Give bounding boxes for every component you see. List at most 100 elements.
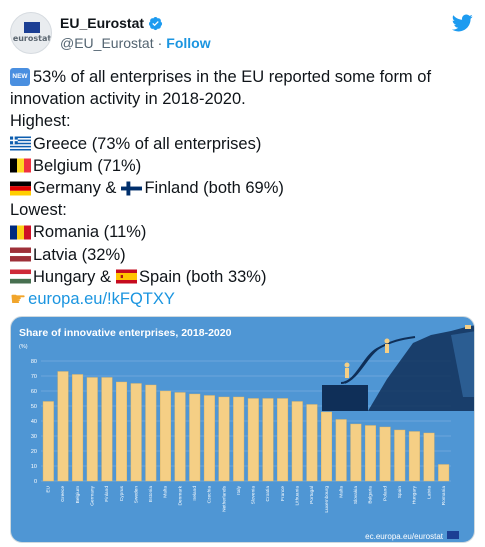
finland-text: Finland (both 69%)	[144, 178, 284, 197]
bar-spain	[394, 429, 406, 482]
follow-button[interactable]: Follow	[166, 35, 211, 51]
verified-badge-icon	[148, 16, 163, 30]
chart-ylabel: (%)	[19, 344, 28, 350]
chart-title: Share of innovative enterprises, 2018-20…	[19, 327, 232, 339]
x-tick-label: Netherlands	[221, 485, 227, 511]
bar-portugal	[306, 404, 318, 482]
x-tick-label: EU	[46, 485, 52, 492]
germany-flag-icon	[10, 181, 31, 196]
eu-flag-logo-icon	[447, 531, 459, 539]
bar-estonia	[145, 384, 157, 482]
romania-text: Romania (11%)	[33, 223, 147, 242]
bar-germany	[86, 377, 98, 482]
climber-illustration	[322, 325, 474, 411]
bar-hungary	[408, 431, 420, 482]
lowest-label: Lowest:	[10, 199, 480, 221]
y-tick-label: 80	[31, 359, 37, 365]
x-tick-label: Sweden	[133, 486, 139, 504]
bar-slovakia	[350, 423, 362, 482]
bar-romania	[438, 464, 450, 482]
greece-text: Greece (73% of all enterprises)	[33, 134, 262, 153]
bar-poland	[379, 426, 391, 482]
latvia-flag-icon	[10, 247, 31, 262]
avatar[interactable]: eurostat	[10, 12, 52, 54]
bar-ireland	[189, 393, 201, 482]
y-tick-label: 30	[31, 434, 37, 440]
germany-text: Germany &	[33, 178, 117, 197]
bar-france	[277, 398, 289, 482]
bar-italy	[233, 396, 245, 482]
x-tick-label: Bulgaria	[368, 486, 374, 504]
bar-bulgaria	[364, 425, 376, 482]
spain-text: Spain (both 33%)	[138, 267, 267, 286]
tweet-header: eurostat EU_Eurostat @EU_Eurostat · Foll…	[0, 0, 485, 62]
innovation-bar-chart: Share of innovative enterprises, 2018-20…	[19, 325, 474, 541]
tweet-line-2: innovation activity in 2018-2020.	[10, 88, 480, 110]
link-line: ☛ europa.eu/!kFQTXY	[10, 288, 480, 310]
bar-malta	[335, 419, 347, 482]
greece-flag-icon	[10, 136, 31, 151]
y-tick-label: 70	[31, 374, 37, 380]
bar-netherlands	[218, 396, 230, 482]
bar-eu	[42, 401, 54, 482]
spain-flag-icon	[115, 269, 137, 284]
tweet-line-1: NEW 53% of all enterprises in the EU rep…	[10, 66, 480, 88]
x-tick-label: Romania	[441, 486, 447, 506]
chart-source: ec.europa.eu/eurostat	[365, 532, 444, 541]
romania-flag-icon	[10, 225, 31, 240]
x-tick-label: Finland	[104, 486, 110, 502]
bar-belgium	[72, 374, 84, 482]
display-name[interactable]: EU_Eurostat	[60, 15, 145, 31]
handle[interactable]: @EU_Eurostat	[60, 35, 154, 51]
x-tick-label: Malta	[338, 486, 344, 498]
y-tick-label: 40	[31, 419, 37, 425]
twitter-bird-icon[interactable]	[451, 12, 473, 34]
x-tick-label: Germany	[90, 485, 96, 505]
greece-line: Greece (73% of all enterprises)	[10, 133, 480, 155]
bar-greece	[57, 371, 69, 482]
y-tick-label: 10	[31, 464, 37, 470]
x-tick-label: Luxembourg	[324, 486, 330, 513]
x-tick-label: Poland	[382, 486, 388, 501]
highest-label: Highest:	[10, 110, 480, 132]
x-tick-label: Greece	[60, 486, 66, 502]
highest-label-text: Highest:	[10, 112, 71, 131]
bar-slovenia	[247, 398, 259, 482]
latvia-line: Latvia (32%)	[10, 244, 480, 266]
bar-denmark	[174, 392, 186, 482]
x-tick-label: Cyprus	[119, 485, 125, 501]
y-tick-label: 50	[31, 404, 37, 410]
germany-finland-line: Germany & Finland (both 69%)	[10, 177, 480, 199]
new-badge-icon: NEW	[10, 68, 30, 87]
x-tick-label: Croatia	[265, 486, 271, 502]
x-tick-label: Latvia	[426, 486, 432, 499]
eu-flag-icon	[24, 22, 40, 33]
x-tick-label: Spain	[397, 486, 403, 499]
x-tick-label: Hungary	[412, 485, 418, 504]
tweet-line-1-text: 53% of all enterprises in the EU reporte…	[33, 68, 432, 86]
bar-malta	[159, 390, 171, 482]
hungary-flag-icon	[10, 269, 31, 284]
name-row: EU_Eurostat	[60, 15, 163, 31]
latvia-text: Latvia (32%)	[33, 245, 126, 264]
belgium-text: Belgium (71%)	[33, 156, 142, 175]
x-tick-label: Lithuania	[295, 486, 301, 506]
handle-row: @EU_Eurostat · Follow	[60, 35, 211, 51]
hungary-text: Hungary &	[33, 267, 111, 286]
bar-lithuania	[291, 401, 303, 482]
y-tick-label: 0	[34, 479, 37, 485]
bar-croatia	[262, 398, 274, 482]
x-tick-label: Belgium	[75, 486, 81, 503]
bar-cyprus	[116, 381, 128, 482]
pointing-hand-icon: ☛	[10, 288, 27, 309]
lowest-label-text: Lowest:	[10, 201, 67, 220]
y-tick-label: 20	[31, 449, 37, 455]
tweet-link[interactable]: europa.eu/!kFQTXY	[28, 289, 175, 308]
separator: ·	[157, 35, 163, 51]
x-tick-label: Malta	[163, 486, 169, 498]
belgium-line: Belgium (71%)	[10, 155, 480, 177]
y-tick-label: 60	[31, 389, 37, 395]
chart-card[interactable]: Share of innovative enterprises, 2018-20…	[10, 316, 475, 543]
tweet-text: NEW 53% of all enterprises in the EU rep…	[10, 66, 480, 310]
finland-flag-icon	[121, 181, 143, 196]
